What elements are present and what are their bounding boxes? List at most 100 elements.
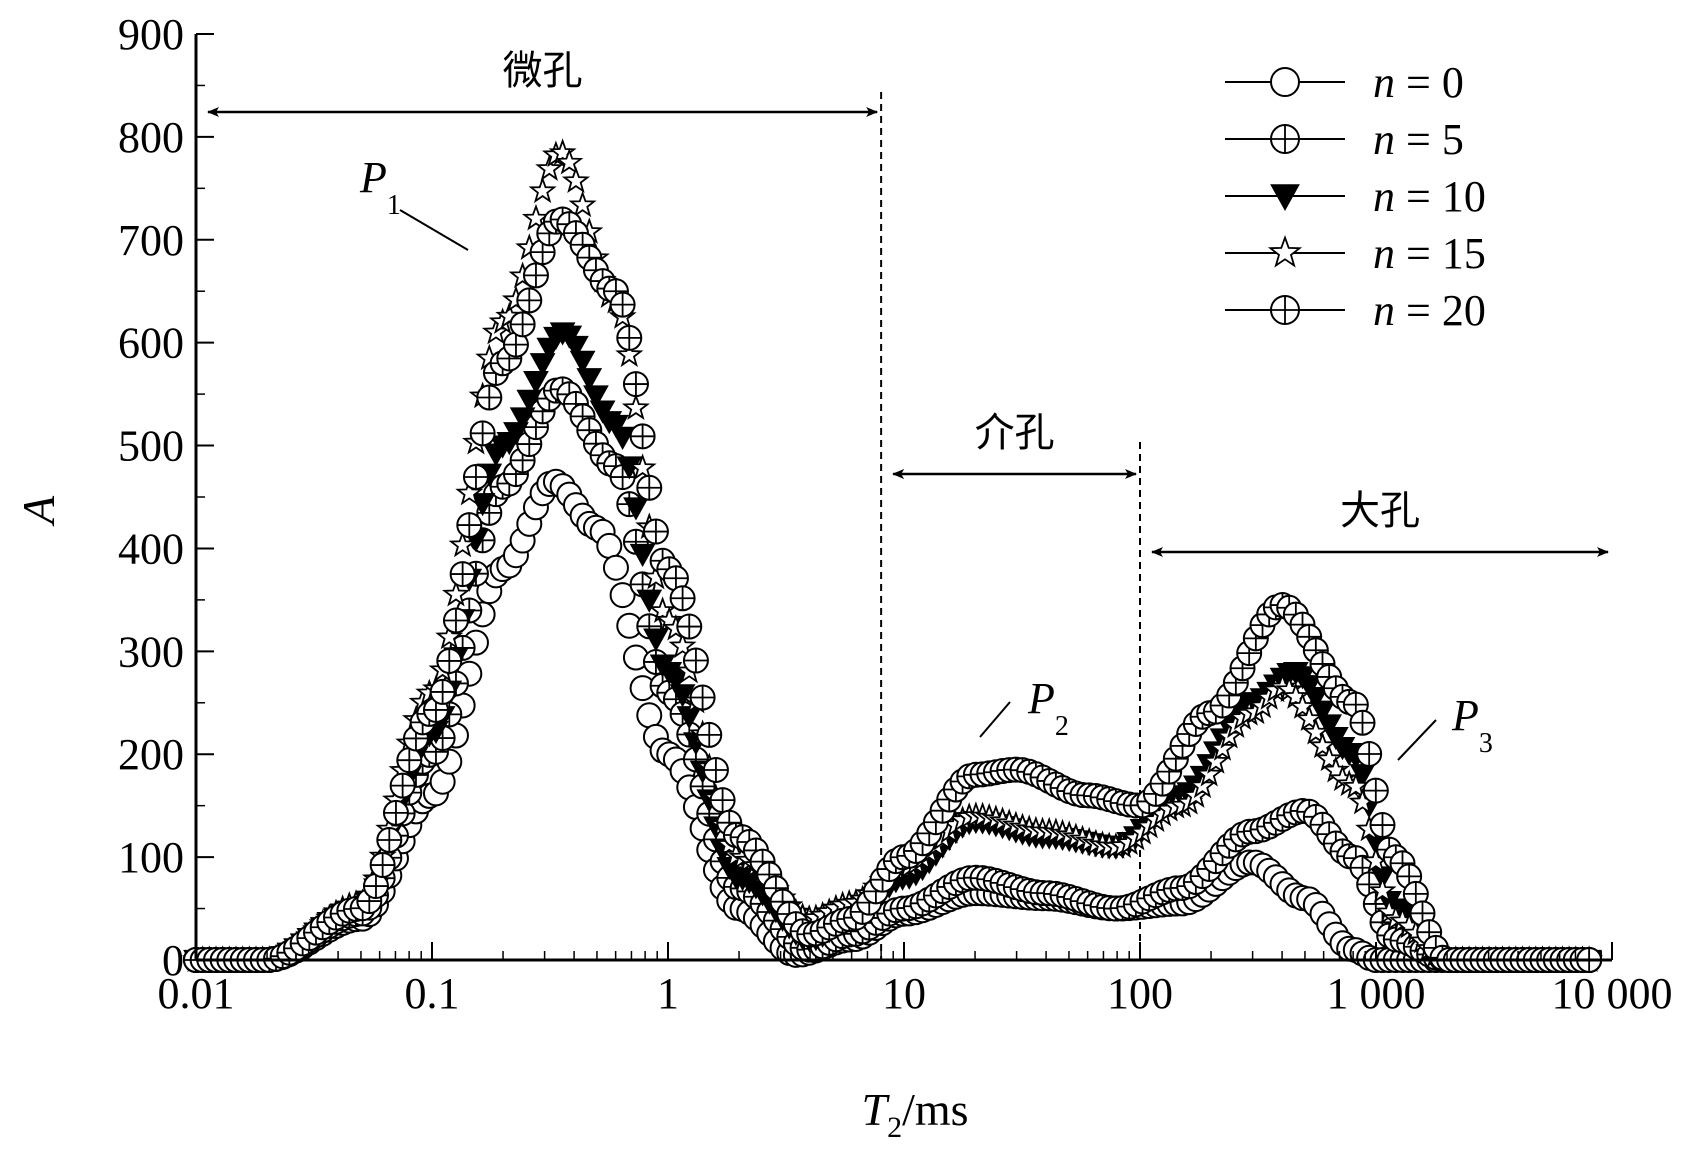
x-axis-title-unit: /ms [902,1084,968,1135]
legend-entry: n = 5 [1225,115,1464,164]
legend-marker [1267,234,1303,268]
data-point [676,613,703,640]
data-point [609,426,636,450]
data-point [616,324,643,351]
data-point [629,423,656,450]
x-tick-label: 10 000 [1552,969,1673,1018]
data-point [1315,744,1344,772]
data-point [596,532,623,559]
data-point [389,772,416,799]
legend-marker [1270,295,1300,325]
data-point [636,589,663,613]
y-tick-label: 900 [118,10,184,59]
data-point [622,371,649,398]
legend-entry: n = 15 [1225,229,1486,278]
data-point [569,350,596,374]
y-tick-label: 100 [118,833,184,882]
legend-label: n = 0 [1373,58,1464,107]
x-axis-title: T2/ms [861,1084,968,1144]
data-point [636,702,663,729]
data-point [1369,812,1396,839]
y-tick-label: 0 [162,936,184,985]
data-point [509,407,536,431]
data-point [662,565,689,592]
data-point [1349,709,1376,736]
data-point [1301,717,1330,745]
data-point [602,554,629,581]
data-point [568,190,597,218]
y-tick-label: 600 [118,319,184,368]
data-point [603,414,629,439]
data-point [469,420,496,447]
data-point [1402,880,1429,907]
x-tick-label: 1 [657,969,679,1018]
series-20 [183,206,1603,973]
x-tick-label: 100 [1107,969,1173,1018]
data-point [702,756,729,783]
tick-marks: 0.01 0.1 1 10 100 1 000 10 000 0 100 200 300 400 500… [118,10,1673,1018]
data-point [442,607,469,634]
legend-label: n = 10 [1373,172,1486,221]
y-axis-title: A [13,495,64,527]
x-axis-title-sub: 2 [887,1111,902,1144]
legend: n = 0 n = 5 n = 10 n = 15 n = 20 [1225,58,1486,335]
legend-entry: n = 0 [1225,58,1464,107]
data-point [462,464,489,491]
data-point [696,721,723,748]
data-point [642,518,669,545]
x-tick-label: 10 [882,969,926,1018]
data-point [535,154,564,181]
legend-marker [1270,184,1300,212]
data-point [382,799,409,826]
data-point [376,827,403,854]
data-point [1309,700,1336,724]
data-point [1201,747,1230,774]
data-point [509,311,536,338]
data-point [456,512,483,539]
data-point [516,389,543,413]
data-point [396,747,423,774]
peak-label: P3 [1451,691,1493,759]
data-point [563,335,589,360]
data-point [1195,759,1224,787]
data-point [1341,771,1370,799]
plot-series [181,138,1604,974]
data-point [1288,692,1317,719]
data-point [1316,714,1343,738]
data-point [528,176,557,204]
data-point [362,873,389,900]
peak-leader-line [1397,719,1437,761]
data-point [1362,777,1389,804]
data-point [669,684,696,708]
region-label: 大孔 [1340,488,1420,534]
legend-entry: n = 20 [1225,286,1486,335]
data-point [449,561,476,588]
legend-label: n = 15 [1373,229,1486,278]
y-tick-label: 200 [118,730,184,779]
data-point [629,543,656,567]
y-tick-label: 800 [118,113,184,162]
data-point [1368,876,1397,903]
legend-label: n = 20 [1373,286,1486,335]
data-point [1281,682,1310,709]
data-point [576,368,603,392]
data-point [1208,734,1237,761]
data-point [643,628,669,652]
data-point [555,147,584,175]
y-tick-label: 500 [118,422,184,471]
data-point [621,393,650,421]
data-point [615,340,644,368]
peak-label: P1 [359,153,401,221]
y-tick-label: 400 [118,524,184,573]
data-point [435,622,464,650]
data-point [469,493,496,517]
data-point [521,203,551,231]
legend-label: n = 5 [1373,115,1464,164]
data-point [436,647,463,674]
data-point [429,678,456,705]
peak-leader-line [979,701,1011,738]
x-axis-title-main: T [861,1084,890,1135]
data-point [1295,704,1324,732]
